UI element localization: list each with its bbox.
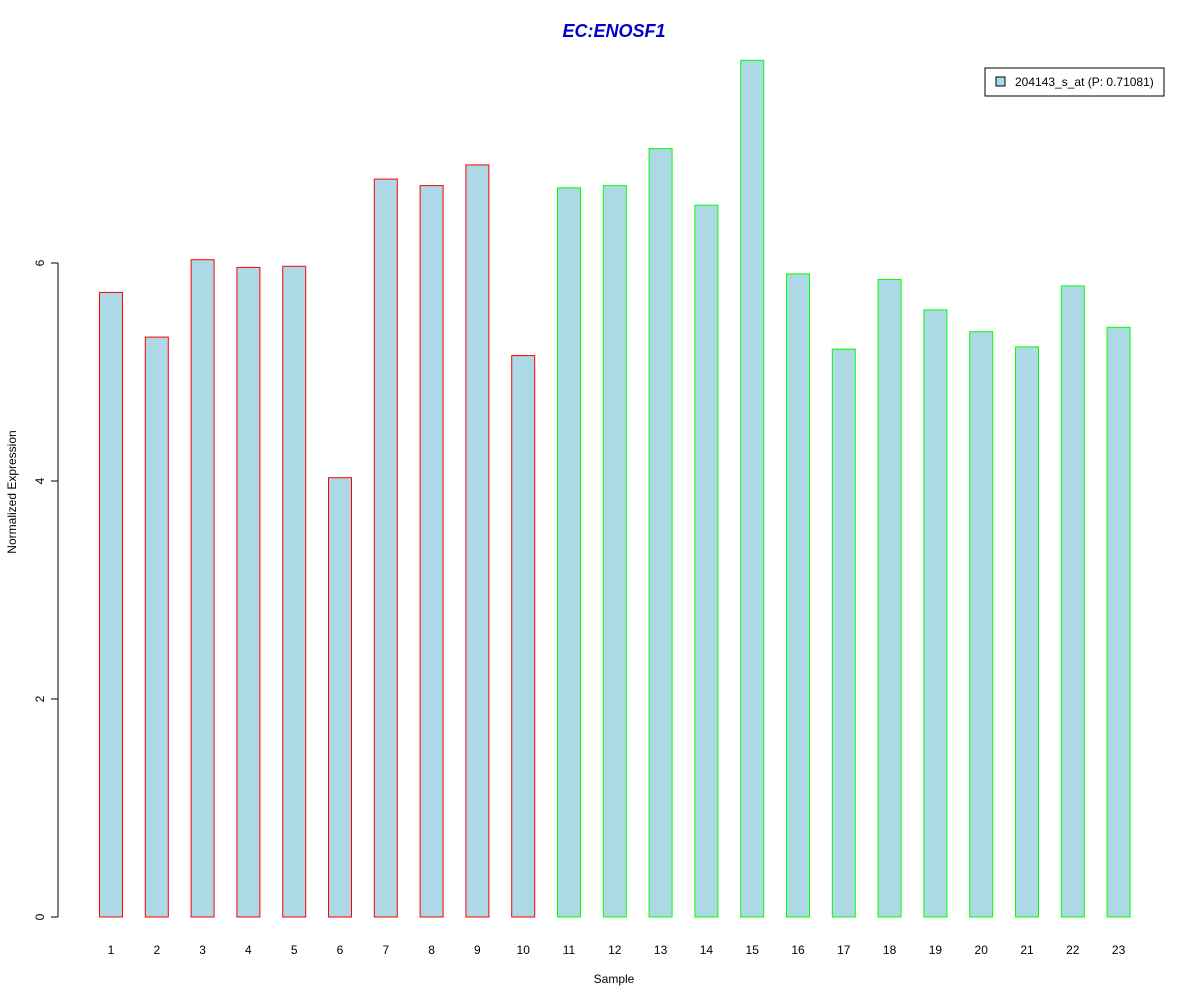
x-axis-label: Sample — [594, 972, 635, 986]
bar-sample-15 — [740, 59, 765, 918]
bar-sample-16 — [786, 273, 810, 918]
x-axis-tick-label: 11 — [563, 943, 576, 957]
bar-sample-2 — [144, 336, 169, 918]
x-axis-tick-label: 15 — [746, 943, 760, 957]
bar-sample-18 — [877, 278, 902, 918]
bar-sample-13 — [648, 148, 673, 918]
x-axis-tick-label: 14 — [700, 943, 714, 957]
bar-sample-20 — [969, 331, 994, 918]
x-axis-tick-label: 3 — [199, 943, 206, 957]
x-axis-tick-label: 1 — [108, 943, 115, 957]
x-axis-tick-label: 7 — [382, 943, 389, 957]
bar-sample-17 — [831, 348, 856, 918]
bar-sample-6 — [328, 477, 352, 918]
bar-sample-11 — [557, 187, 581, 918]
legend-label: 204143_s_at (P: 0.71081) — [1015, 75, 1154, 89]
x-axis-tick-label: 6 — [337, 943, 344, 957]
x-axis-tick-label: 5 — [291, 943, 298, 957]
bar-sample-4 — [236, 266, 261, 918]
x-axis-tick-label: 13 — [654, 943, 668, 957]
x-axis-tick-label: 20 — [975, 943, 989, 957]
x-axis-tick-label: 12 — [608, 943, 622, 957]
bar-sample-9 — [465, 164, 490, 918]
bars — [99, 59, 1131, 918]
x-axis-tick-label: 4 — [245, 943, 252, 957]
bar-sample-14 — [694, 204, 719, 918]
bar-sample-7 — [373, 178, 398, 918]
x-axis-tick-label: 17 — [837, 943, 851, 957]
bar-sample-21 — [1015, 346, 1039, 918]
bar-sample-10 — [511, 355, 536, 918]
bar-sample-3 — [190, 259, 215, 918]
y-axis-label: Normalized Expression — [5, 430, 19, 553]
bar-sample-22 — [1060, 285, 1085, 918]
legend-box — [984, 67, 1165, 97]
x-axis-tick-label: 10 — [517, 943, 531, 957]
bar-sample-23 — [1106, 326, 1131, 918]
y-axis-tick-label: 6 — [33, 259, 47, 266]
y-axis-tick-label: 4 — [33, 477, 47, 484]
bar-sample-19 — [923, 309, 948, 918]
x-axis-tick-label: 2 — [153, 943, 160, 957]
chart-title: EC:ENOSF1 — [562, 21, 665, 41]
x-axis-tick-label: 22 — [1066, 943, 1080, 957]
x-axis-tick-label: 8 — [428, 943, 435, 957]
x-axis-tick-labels: 1 2 3 4 5 6 7 8 9 10 11 12 13 14 15 16 17 18 19 20 21 22 23 — [108, 943, 1126, 957]
y-axis-tick-label: 2 — [33, 695, 47, 702]
bar-sample-12 — [602, 185, 627, 918]
bar-sample-8 — [419, 185, 444, 918]
x-axis-tick-label: 9 — [474, 943, 481, 957]
x-axis-tick-label: 19 — [929, 943, 943, 957]
y-axis-tick-label: 0 — [33, 913, 47, 920]
legend: 204143_s_at (P: 0.71081) — [984, 67, 1165, 97]
legend-swatch — [995, 76, 1006, 87]
bar-sample-1 — [99, 291, 123, 918]
x-axis-tick-label: 23 — [1112, 943, 1126, 957]
y-axis: 0 2 4 6 — [33, 259, 59, 920]
x-axis-tick-label: 18 — [883, 943, 897, 957]
x-axis-tick-label: 16 — [791, 943, 805, 957]
bar-sample-5 — [282, 265, 307, 918]
x-axis-tick-label: 21 — [1020, 943, 1034, 957]
